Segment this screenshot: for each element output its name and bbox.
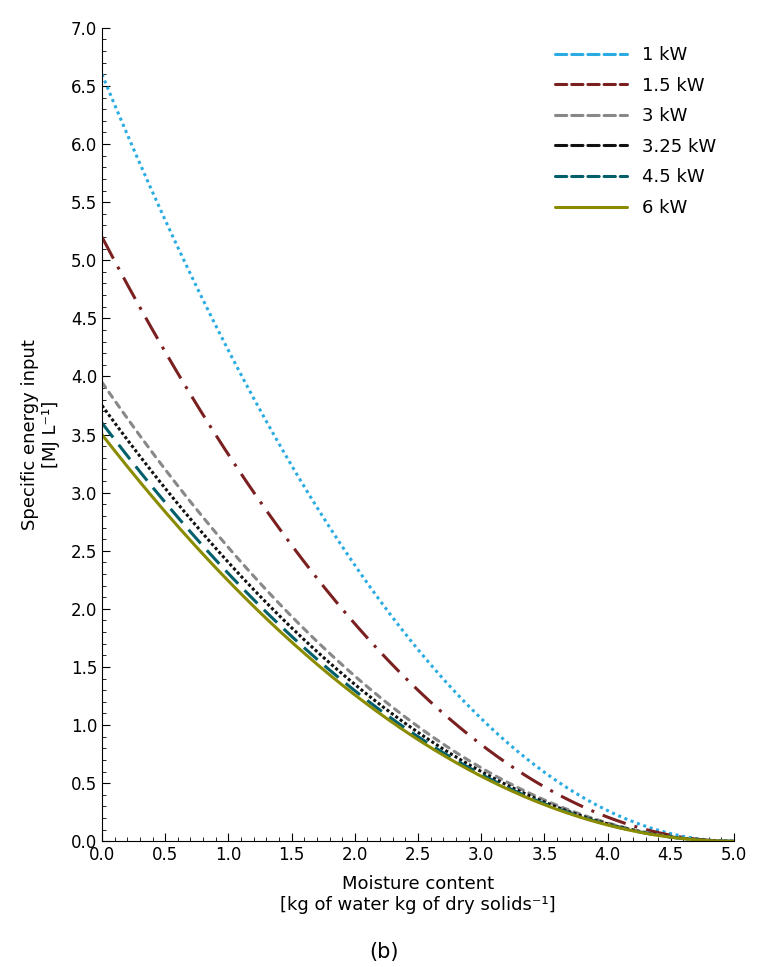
6 kW xyxy=(595,817,604,829)
6 kW xyxy=(405,728,414,740)
1 kW xyxy=(730,835,739,847)
4.5 kW xyxy=(730,835,739,847)
6 kW xyxy=(98,428,107,440)
4.5 kW xyxy=(388,714,397,725)
3.25 kW xyxy=(98,399,107,411)
4.5 kW xyxy=(710,835,720,847)
Y-axis label: Specific energy input
[MJ L⁻¹]: Specific energy input [MJ L⁻¹] xyxy=(21,339,60,530)
1.5 kW xyxy=(130,291,139,303)
6 kW xyxy=(710,835,720,847)
1.5 kW xyxy=(405,676,414,688)
6 kW xyxy=(730,835,739,847)
1 kW xyxy=(595,801,604,812)
3 kW xyxy=(711,835,720,847)
1 kW xyxy=(388,611,397,623)
1 kW xyxy=(98,69,107,80)
3.25 kW xyxy=(405,720,414,732)
3 kW xyxy=(595,815,604,827)
Line: 1.5 kW: 1.5 kW xyxy=(102,237,734,841)
3.25 kW xyxy=(710,835,720,847)
4.5 kW xyxy=(405,725,414,737)
3.25 kW xyxy=(388,708,397,719)
1.5 kW xyxy=(730,835,739,847)
3 kW xyxy=(388,701,397,713)
1 kW xyxy=(711,835,720,846)
1.5 kW xyxy=(595,808,604,820)
3 kW xyxy=(130,423,139,434)
1 kW xyxy=(130,145,139,157)
3 kW xyxy=(730,835,739,847)
3 kW xyxy=(710,835,720,847)
Line: 4.5 kW: 4.5 kW xyxy=(102,423,734,841)
1.5 kW xyxy=(710,835,720,846)
3 kW xyxy=(98,376,107,388)
1.5 kW xyxy=(98,231,107,243)
Line: 3.25 kW: 3.25 kW xyxy=(102,405,734,841)
Line: 3 kW: 3 kW xyxy=(102,382,734,841)
Legend: 1 kW, 1.5 kW, 3 kW, 3.25 kW, 4.5 kW, 6 kW: 1 kW, 1.5 kW, 3 kW, 3.25 kW, 4.5 kW, 6 k… xyxy=(546,37,725,226)
1.5 kW xyxy=(388,659,397,671)
3 kW xyxy=(405,715,414,726)
1.5 kW xyxy=(711,835,720,846)
3.25 kW xyxy=(130,443,139,454)
4.5 kW xyxy=(130,458,139,470)
X-axis label: Moisture content
[kg of water kg of dry solids⁻¹]: Moisture content [kg of water kg of dry … xyxy=(280,875,556,914)
Line: 6 kW: 6 kW xyxy=(102,434,734,841)
Line: 1 kW: 1 kW xyxy=(102,74,734,841)
3.25 kW xyxy=(595,816,604,828)
6 kW xyxy=(711,835,720,847)
4.5 kW xyxy=(711,835,720,847)
1 kW xyxy=(405,633,414,645)
4.5 kW xyxy=(98,417,107,428)
1 kW xyxy=(710,835,720,846)
6 kW xyxy=(388,717,397,728)
3.25 kW xyxy=(730,835,739,847)
6 kW xyxy=(130,469,139,481)
Text: (b): (b) xyxy=(369,942,399,962)
4.5 kW xyxy=(595,816,604,828)
3.25 kW xyxy=(711,835,720,847)
